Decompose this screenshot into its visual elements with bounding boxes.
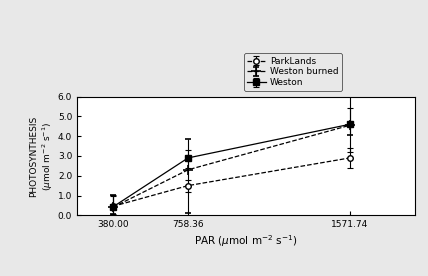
X-axis label: PAR ($\mu$mol m$^{-2}$ s$^{-1}$): PAR ($\mu$mol m$^{-2}$ s$^{-1}$) (194, 233, 298, 249)
Y-axis label: PHOTOSYNTHESIS
($\mu$mol m$^{-2}$ s$^{-1}$): PHOTOSYNTHESIS ($\mu$mol m$^{-2}$ s$^{-1… (30, 115, 55, 197)
Legend: ParkLands, Weston burned, Weston: ParkLands, Weston burned, Weston (244, 53, 342, 91)
